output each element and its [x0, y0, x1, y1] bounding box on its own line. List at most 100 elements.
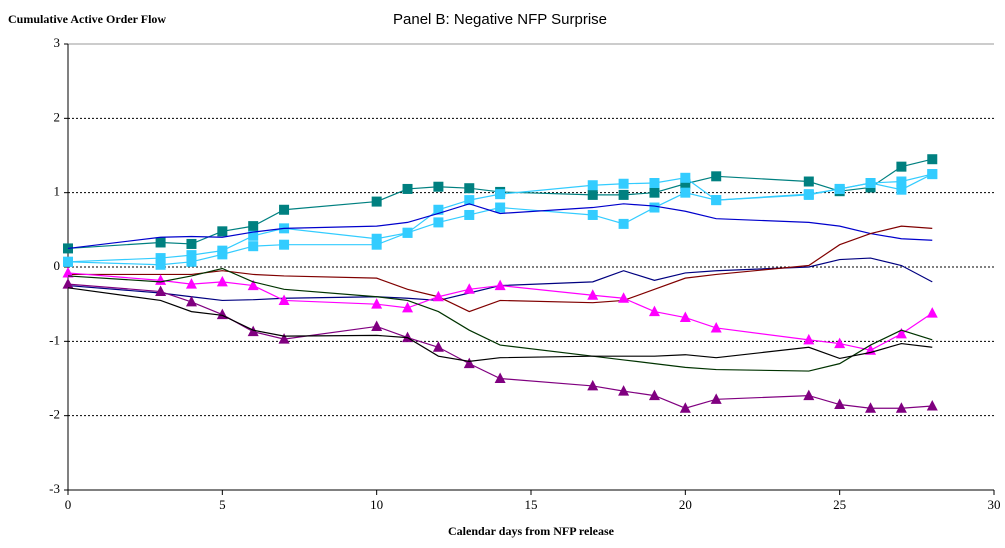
marker — [710, 393, 722, 404]
marker — [679, 311, 691, 323]
marker — [155, 253, 166, 264]
marker — [587, 180, 598, 191]
marker — [680, 187, 691, 198]
marker — [63, 256, 73, 267]
marker — [371, 233, 382, 244]
y-tick-label: -1 — [49, 332, 60, 347]
marker — [463, 283, 475, 294]
marker — [927, 169, 938, 180]
marker — [402, 301, 414, 313]
marker — [710, 321, 722, 333]
marker — [926, 307, 938, 318]
marker — [680, 178, 691, 189]
y-tick-label: 0 — [54, 258, 61, 273]
marker — [587, 209, 598, 220]
marker — [927, 154, 938, 165]
marker — [62, 266, 74, 278]
x-tick-label: 20 — [679, 497, 692, 512]
marker — [186, 256, 197, 267]
marker — [185, 295, 197, 307]
marker — [587, 379, 599, 391]
marker — [711, 195, 722, 206]
marker — [834, 337, 846, 349]
series-line — [67, 287, 933, 363]
marker — [648, 305, 660, 317]
marker — [402, 183, 413, 194]
marker — [587, 189, 598, 200]
series-line — [67, 267, 933, 372]
y-axis-label: Cumulative Active Order Flow — [8, 12, 166, 26]
marker — [618, 385, 630, 396]
x-tick-label: 10 — [370, 497, 383, 512]
marker — [803, 176, 814, 187]
marker — [278, 294, 290, 305]
marker — [494, 279, 506, 291]
marker — [278, 333, 290, 344]
marker — [432, 341, 444, 352]
marker — [371, 239, 382, 250]
marker — [648, 389, 660, 401]
marker — [248, 221, 259, 232]
marker — [155, 285, 167, 297]
marker — [679, 402, 691, 413]
marker — [803, 389, 815, 401]
series-line — [67, 257, 933, 302]
marker — [680, 172, 691, 183]
marker — [464, 195, 475, 206]
marker — [371, 196, 382, 207]
marker — [834, 183, 845, 194]
marker — [217, 249, 228, 260]
marker — [248, 230, 259, 241]
marker — [711, 171, 722, 182]
marker — [186, 250, 197, 261]
chart-title: Panel B: Negative NFP Surprise — [393, 11, 607, 28]
marker — [248, 241, 259, 252]
marker — [463, 357, 475, 369]
marker — [895, 402, 907, 413]
marker — [155, 237, 166, 248]
series-line — [67, 283, 933, 409]
marker — [279, 204, 290, 215]
x-tick-label: 0 — [65, 497, 72, 512]
marker — [896, 184, 907, 195]
marker — [186, 238, 197, 249]
marker — [494, 372, 506, 383]
marker — [433, 217, 444, 228]
marker — [895, 327, 907, 339]
x-tick-label: 5 — [219, 497, 226, 512]
x-tick-label: 15 — [525, 497, 538, 512]
marker — [587, 289, 599, 300]
series-line — [67, 203, 933, 250]
marker — [865, 178, 876, 189]
y-tick-label: -3 — [49, 481, 60, 496]
series-line — [68, 225, 933, 313]
marker — [216, 275, 228, 287]
marker — [649, 202, 660, 213]
marker — [803, 333, 815, 345]
marker — [247, 279, 259, 291]
y-tick-label: -2 — [49, 407, 60, 422]
marker — [464, 183, 475, 194]
marker — [649, 178, 660, 189]
marker — [432, 290, 444, 302]
marker — [618, 189, 629, 200]
marker — [464, 209, 475, 220]
marker — [495, 189, 506, 200]
marker — [185, 278, 197, 289]
marker — [155, 259, 166, 270]
marker — [896, 161, 907, 172]
marker — [649, 187, 660, 198]
y-tick-label: 1 — [54, 184, 61, 199]
marker — [62, 278, 74, 289]
marker — [618, 218, 629, 229]
marker — [495, 202, 506, 213]
marker — [926, 400, 938, 411]
x-tick-label: 30 — [988, 497, 1001, 512]
x-axis-label: Calendar days from NFP release — [448, 524, 615, 538]
marker — [865, 402, 877, 413]
x-tick-label: 25 — [833, 497, 846, 512]
y-tick-label: 3 — [54, 35, 61, 50]
y-tick-label: 2 — [54, 109, 61, 124]
marker — [618, 292, 630, 303]
